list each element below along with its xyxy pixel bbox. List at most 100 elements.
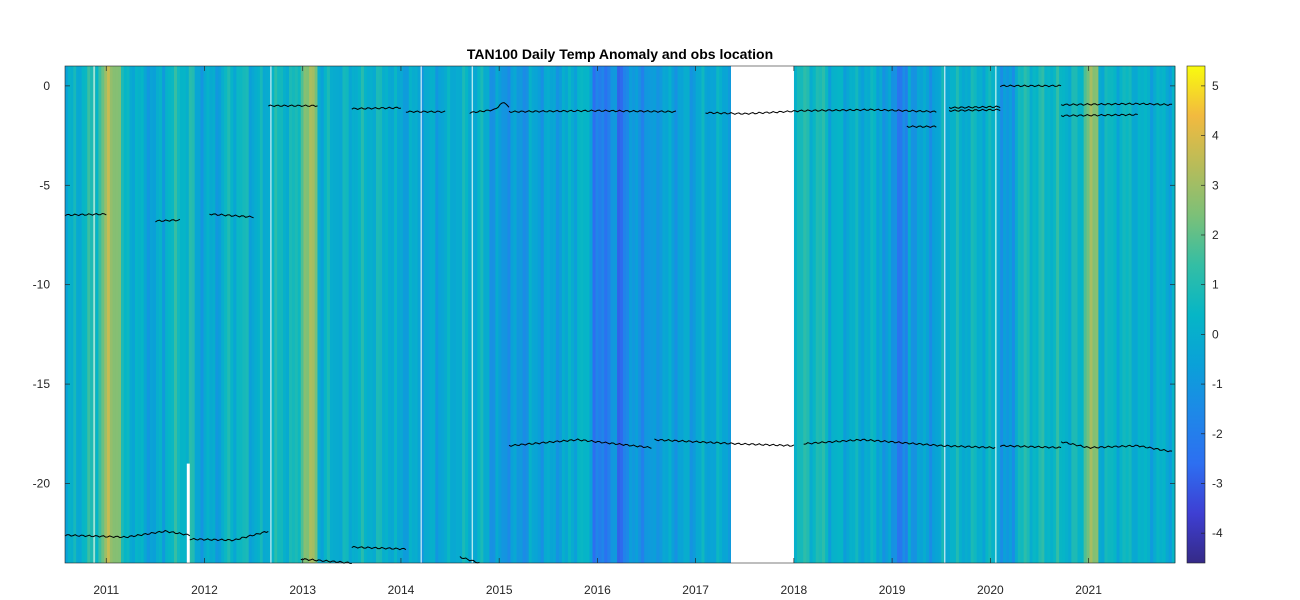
anomaly-band [70, 66, 74, 563]
anomaly-band [879, 66, 883, 563]
anomaly-band [152, 66, 157, 563]
colorbar-tick-label: -2 [1212, 427, 1223, 441]
anomaly-band [955, 66, 960, 563]
anomaly-band [897, 66, 901, 563]
anomaly-band [468, 66, 472, 563]
anomaly-band [1140, 66, 1145, 563]
anomaly-band [423, 66, 427, 563]
anomaly-band [336, 66, 340, 563]
anomaly-band [360, 66, 365, 563]
anomaly-band [1017, 66, 1022, 563]
anomaly-band [271, 66, 275, 563]
obs-location-line [999, 444, 1062, 449]
anomaly-band [1032, 66, 1036, 563]
anomaly-band [644, 66, 648, 563]
anomaly-band [1038, 66, 1042, 563]
anomaly-band [265, 66, 269, 563]
anomaly-band [453, 66, 457, 563]
anomaly-band [123, 66, 128, 563]
anomaly-band [171, 66, 175, 563]
anomaly-band [1083, 66, 1087, 563]
data-gap [731, 66, 794, 563]
anomaly-band [115, 66, 119, 563]
anomaly-band [716, 66, 720, 563]
anomaly-band [277, 66, 281, 563]
anomaly-band [143, 66, 148, 563]
obs-location-line [803, 438, 996, 449]
anomaly-band [683, 66, 687, 563]
anomaly-band [498, 66, 502, 563]
anomaly-band [864, 66, 868, 563]
x-tick-label: 2015 [486, 583, 513, 597]
anomaly-band [1065, 66, 1069, 563]
anomaly-band [65, 66, 69, 563]
obs-location-line [351, 106, 401, 110]
anomaly-band [519, 66, 524, 563]
anomaly-band [944, 66, 948, 563]
anomaly-band [707, 66, 711, 563]
anomaly-band [837, 66, 841, 563]
anomaly-band [1086, 66, 1090, 563]
colorbar-tick-label: 0 [1212, 327, 1219, 341]
obs-location-line [803, 108, 937, 113]
anomaly-band [112, 66, 116, 563]
anomaly-band [617, 66, 621, 563]
anomaly-band [248, 66, 252, 563]
anomaly-band [1077, 66, 1081, 563]
anomaly-band [369, 66, 374, 563]
data-gap [186, 463, 190, 563]
anomaly-band [803, 66, 807, 563]
anomaly-band [388, 66, 392, 563]
anomaly-band [902, 66, 906, 563]
anomaly-band [132, 66, 136, 563]
anomaly-band [849, 66, 853, 563]
anomaly-band [961, 66, 966, 563]
anomaly-band [483, 66, 487, 563]
anomaly-band [680, 66, 684, 563]
anomaly-band [982, 66, 986, 563]
anomaly-band [659, 66, 663, 563]
data-gap-line [270, 66, 272, 563]
anomaly-band [1171, 66, 1176, 563]
anomaly-band [317, 66, 321, 563]
anomaly-band [98, 66, 102, 563]
anomaly-band [950, 66, 954, 563]
anomaly-band [537, 66, 542, 563]
anomaly-band [326, 66, 331, 563]
anomaly-band [677, 66, 681, 563]
anomaly-band [941, 66, 945, 563]
obs-location-line [469, 102, 510, 114]
anomaly-band [991, 66, 995, 563]
anomaly-band [828, 66, 832, 563]
anomaly-band [846, 66, 850, 563]
anomaly-band [459, 66, 463, 563]
anomaly-band [577, 66, 581, 563]
anomaly-band [710, 66, 714, 563]
anomaly-band [531, 66, 536, 563]
anomaly-band [656, 66, 660, 563]
anomaly-band [604, 66, 608, 563]
anomaly-band [919, 66, 924, 563]
anomaly-band [323, 66, 328, 563]
y-tick-label: -10 [33, 278, 51, 292]
anomaly-band [888, 66, 892, 563]
anomaly-band [728, 66, 732, 563]
anomaly-band [1053, 66, 1057, 563]
anomaly-band [625, 66, 630, 563]
anomaly-band [815, 66, 820, 563]
anomaly-band [1092, 66, 1096, 563]
anomaly-band [274, 66, 278, 563]
anomaly-band [873, 66, 877, 563]
anomaly-band [704, 66, 708, 563]
anomaly-band [480, 66, 484, 563]
anomaly-band [1026, 66, 1031, 563]
anomaly-band [713, 66, 717, 563]
anomaly-band [259, 66, 264, 563]
anomaly-band [303, 66, 307, 563]
anomaly-band [245, 66, 250, 563]
anomaly-band [1107, 66, 1111, 563]
data-gap-line [471, 66, 473, 563]
y-tick-label: -15 [33, 377, 51, 391]
obs-location-line [268, 104, 318, 108]
anomaly-band [474, 66, 478, 563]
